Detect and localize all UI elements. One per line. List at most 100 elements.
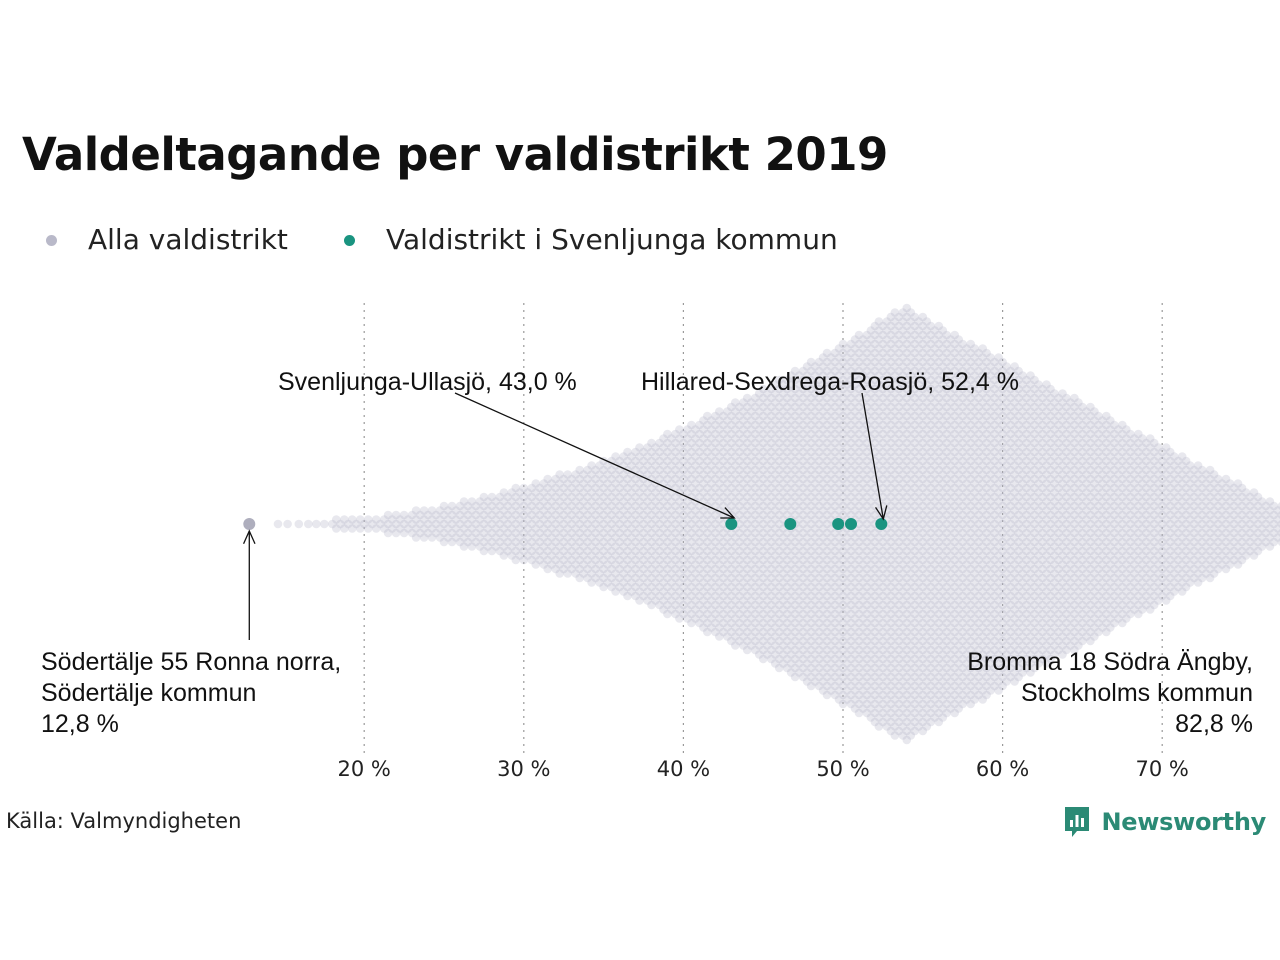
district-point [671, 573, 680, 583]
district-point [399, 519, 409, 529]
district-point [519, 519, 529, 529]
district-point [703, 429, 712, 439]
district-point [615, 492, 624, 502]
district-point [595, 551, 604, 560]
district-point [639, 555, 648, 565]
district-point [391, 519, 401, 529]
district-point [675, 560, 684, 569]
district-point [663, 438, 672, 448]
district-point [607, 555, 616, 565]
district-point [699, 425, 708, 434]
district-point [387, 515, 397, 524]
district-point [527, 555, 537, 565]
district-point [739, 623, 748, 632]
district-point [587, 488, 596, 497]
district-point [687, 429, 696, 439]
district-point [647, 438, 656, 448]
district-point [635, 524, 644, 533]
district-point [691, 533, 700, 542]
district-point [587, 461, 596, 470]
district-point [735, 636, 744, 646]
district-point [647, 573, 656, 583]
district-point [447, 519, 457, 529]
district-point [571, 488, 580, 497]
district-point [471, 501, 481, 511]
district-point [719, 438, 728, 448]
district-point [579, 524, 588, 533]
district-point [719, 627, 728, 637]
district-point [603, 470, 612, 479]
district-point [551, 537, 560, 547]
district-point [491, 515, 501, 524]
district-point [699, 524, 708, 533]
district-point [459, 506, 469, 515]
district-point [687, 447, 696, 457]
district-point [583, 519, 592, 529]
district-point [711, 582, 720, 592]
district-point [391, 528, 401, 538]
district-point [304, 519, 313, 529]
district-point [735, 519, 744, 529]
district-point [531, 560, 541, 569]
district-point [647, 537, 656, 547]
district-point [703, 582, 712, 592]
district-point [587, 515, 596, 524]
district-point [739, 398, 748, 407]
district-point [371, 524, 381, 533]
district-point [427, 506, 437, 515]
district-point [739, 551, 748, 560]
district-point [727, 600, 736, 610]
district-point [463, 519, 473, 529]
district-point [411, 533, 421, 542]
district-point [667, 470, 676, 479]
district-point [727, 537, 736, 547]
district-point [655, 564, 664, 574]
district-point [695, 474, 704, 484]
district-point [455, 510, 465, 520]
district-point [683, 533, 692, 542]
district-point [519, 501, 529, 511]
district-point [687, 537, 696, 547]
district-point [627, 533, 636, 542]
district-point [527, 519, 537, 529]
district-point [723, 614, 732, 623]
district-point [735, 492, 744, 502]
district-point [615, 546, 624, 556]
district-point [631, 591, 640, 601]
district-point [563, 542, 572, 551]
district-point [499, 515, 509, 524]
district-point [707, 443, 716, 452]
district-point [551, 510, 560, 520]
district-point [535, 483, 545, 493]
district-point [575, 492, 584, 502]
district-point [571, 479, 580, 488]
district-point [627, 461, 636, 470]
district-point [527, 510, 537, 520]
district-point [579, 506, 588, 515]
district-point [607, 501, 616, 511]
district-point [699, 479, 708, 488]
district-point [487, 501, 497, 511]
district-point [415, 510, 425, 520]
district-point [727, 483, 736, 493]
district-point [459, 497, 469, 506]
district-point [615, 528, 624, 538]
district-point [511, 510, 521, 520]
district-point [739, 569, 748, 578]
district-point [527, 537, 537, 547]
district-point [679, 609, 688, 619]
district-point [555, 470, 564, 479]
district-point [643, 470, 652, 479]
district-point [742, 627, 752, 637]
district-point [655, 456, 664, 466]
district-point [739, 452, 748, 461]
district-point [663, 519, 672, 529]
district-point [611, 551, 620, 560]
district-point [395, 515, 405, 524]
district-point [475, 497, 485, 506]
district-point [651, 542, 660, 551]
district-point [655, 438, 664, 448]
district-point [547, 497, 556, 506]
district-point [731, 425, 740, 434]
district-point [675, 506, 684, 515]
